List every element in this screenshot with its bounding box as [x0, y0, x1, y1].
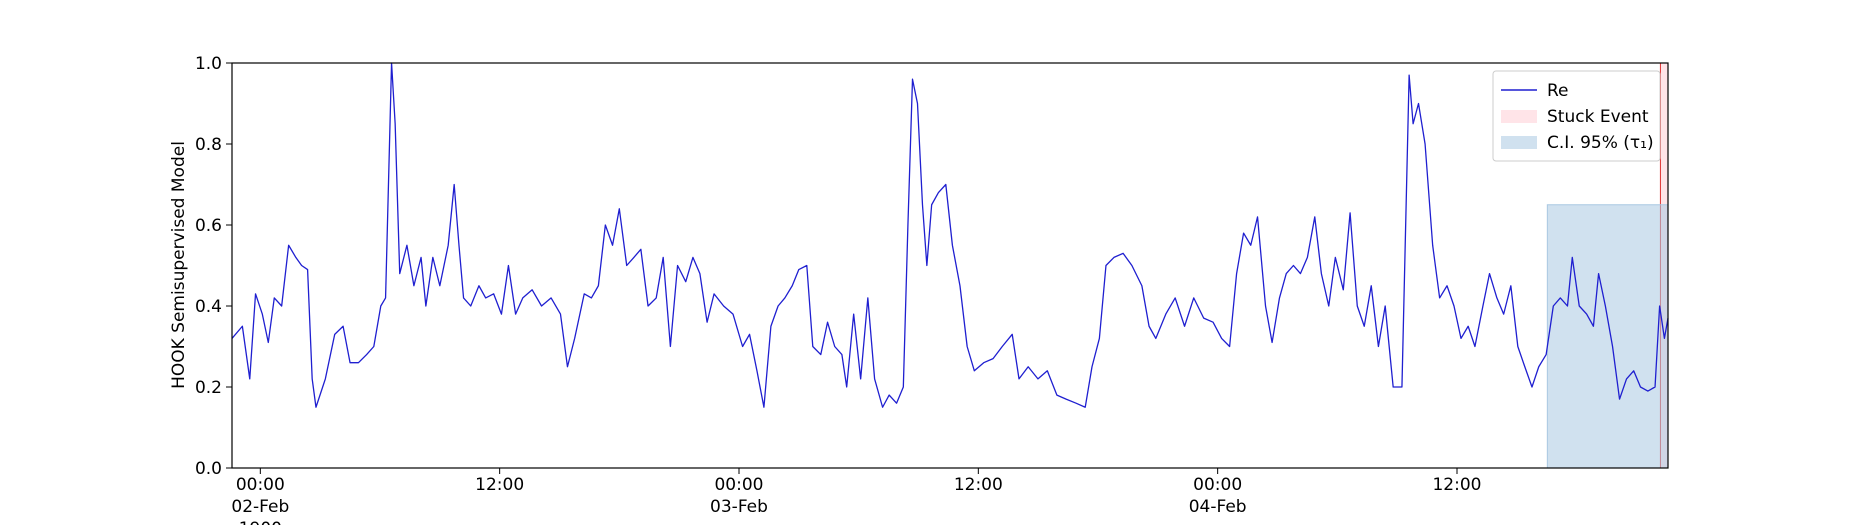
x-tick-label: 12:00 [1432, 475, 1481, 495]
y-tick-label: 0.4 [195, 297, 222, 317]
y-tick-label: 0.2 [195, 378, 222, 398]
x-tick-label-line: 00:00 [1193, 475, 1242, 495]
legend-swatch [1501, 110, 1537, 123]
series-line [231, 62, 1669, 408]
y-axis-label: HOOK Semisupervised Model [169, 141, 189, 389]
x-tick-label-line: 12:00 [1432, 475, 1481, 495]
y-tick-label: 0.8 [195, 135, 222, 155]
x-tick-label-line: 12:00 [954, 475, 1003, 495]
plot-frame [231, 62, 1669, 469]
x-tick-label: 00:00 03-Feb [710, 475, 768, 517]
y-tick-label: 0.0 [195, 459, 222, 479]
legend-label: Stuck Event [1547, 107, 1649, 127]
legend-swatch [1501, 136, 1537, 149]
x-tick-label-line: 00:00 [714, 475, 763, 495]
shaded-band [1546, 204, 1669, 469]
x-tick-label-line: 00:00 [236, 475, 285, 495]
x-tick-label: 12:00 [954, 475, 1003, 495]
x-tick-label-line: 03-Feb [710, 497, 768, 517]
x-tick-label-line: 12:00 [475, 475, 524, 495]
legend-label: Re [1547, 81, 1569, 101]
x-tick-label: 12:00 [475, 475, 524, 495]
x-tick-label-line: 1900 [239, 519, 282, 525]
legend-label: C.I. 95% (τ₁) [1547, 133, 1654, 153]
x-tick-label: 00:00 04-Feb [1189, 475, 1247, 517]
x-tick-label-line: 04-Feb [1189, 497, 1247, 517]
y-tick-label: 0.6 [195, 216, 222, 236]
x-tick-label-line: 02-Feb [231, 497, 289, 517]
y-tick-label: 1.0 [195, 54, 222, 74]
